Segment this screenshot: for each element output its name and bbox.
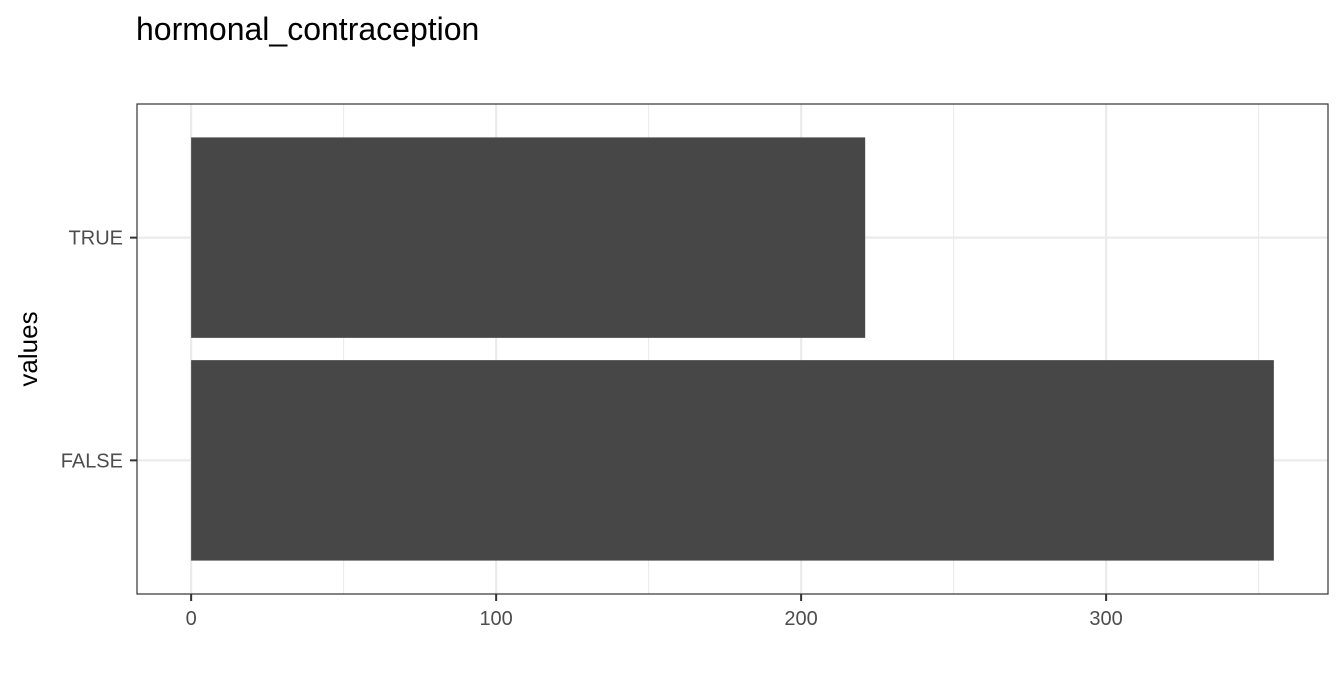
x-tick-label: 300 xyxy=(1089,608,1122,630)
axes: 0 100 200 300 TRUE FALSE xyxy=(61,228,1123,630)
bar-true xyxy=(191,137,866,338)
x-tick-label: 100 xyxy=(479,608,512,630)
x-tick-label: 200 xyxy=(784,608,817,630)
chart-title: hormonal_contraception xyxy=(136,11,479,47)
y-tick-label-false: FALSE xyxy=(61,450,123,472)
x-tick-label: 0 xyxy=(186,608,197,630)
y-axis-title: values xyxy=(13,311,43,386)
panel-border xyxy=(136,103,1329,595)
bars xyxy=(191,137,1274,561)
bar-false xyxy=(191,360,1274,561)
y-tick-label-true: TRUE xyxy=(69,228,123,250)
